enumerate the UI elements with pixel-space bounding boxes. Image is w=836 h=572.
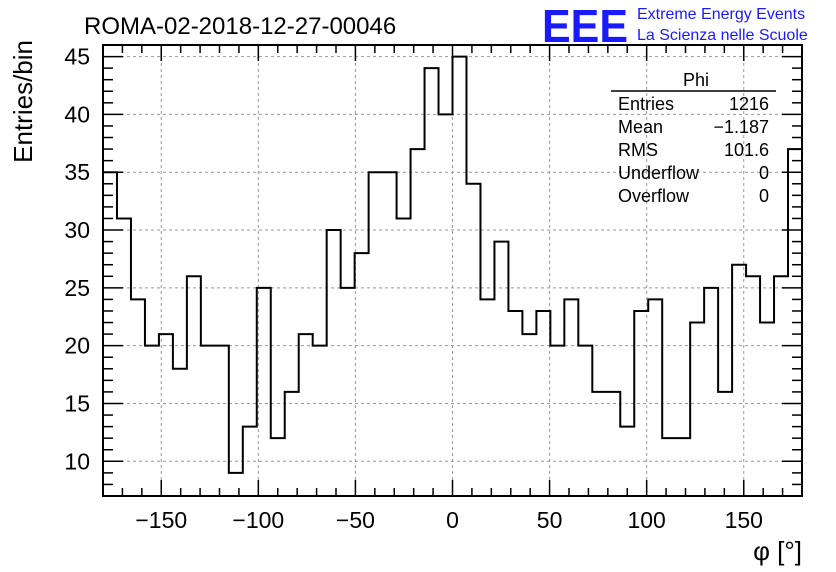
histogram-bin <box>397 218 411 496</box>
histogram-bin <box>439 114 453 496</box>
histogram-bin <box>718 392 732 496</box>
histogram-bin <box>494 242 508 496</box>
x-tick-labels: −150 −100 −50 0 50 100 150 <box>135 507 763 533</box>
x-axis-title: φ [°] <box>753 536 802 566</box>
histogram-bin <box>327 230 341 496</box>
histogram-bin <box>201 346 215 496</box>
histogram-bin <box>131 299 145 496</box>
histogram-bin <box>299 334 313 496</box>
histogram-bin <box>453 57 467 496</box>
histogram-bin <box>676 438 690 496</box>
stats-row-value: −1.187 <box>713 117 769 137</box>
histogram-bin <box>690 323 704 496</box>
histogram-bin <box>774 276 788 496</box>
y-tick-label: 25 <box>64 275 90 301</box>
stats-row-value: 1216 <box>729 94 769 114</box>
histogram-bin <box>425 68 439 496</box>
x-tick-label: 150 <box>725 507 763 533</box>
y-tick-labels: 10 15 20 25 30 35 40 45 <box>64 44 90 475</box>
histogram-bin <box>606 392 620 496</box>
stats-row-value: 101.6 <box>724 140 769 160</box>
eee-logo: EEE Extreme Energy Events La Scienza nel… <box>542 0 808 52</box>
y-tick-label: 35 <box>64 159 90 185</box>
y-tick-label: 40 <box>64 101 90 127</box>
stats-box: Phi Entries 1216 Mean −1.187 RMS 101.6 Underfl… <box>611 70 776 206</box>
histogram-bin <box>508 311 522 496</box>
x-tick-label: 100 <box>627 507 665 533</box>
histogram-bin <box>746 276 760 496</box>
x-tick-label: −150 <box>135 507 187 533</box>
histogram-bin <box>466 184 480 496</box>
histogram-bin <box>145 346 159 496</box>
stats-box-title: Phi <box>683 70 709 90</box>
histogram-bin <box>662 438 676 496</box>
histogram-bin <box>257 288 271 496</box>
histogram-bin <box>117 218 131 496</box>
stats-row-value: 0 <box>759 186 769 206</box>
histogram-outline <box>103 55 802 474</box>
histogram-bin <box>271 438 285 496</box>
eee-logo-line1: Extreme Energy Events <box>637 6 805 23</box>
histogram-bin <box>411 149 425 496</box>
stats-row-value: 0 <box>759 163 769 183</box>
histogram-bars <box>103 55 802 496</box>
histogram-bin <box>285 392 299 496</box>
histogram-bin <box>564 299 578 496</box>
histogram-bin <box>536 311 550 496</box>
histogram-bin <box>620 427 634 496</box>
x-tick-label: 0 <box>446 507 459 533</box>
y-tick-label: 30 <box>64 217 90 243</box>
stats-row-label: RMS <box>618 140 658 160</box>
x-tick-label: 50 <box>537 507 563 533</box>
stats-row-label: Underflow <box>618 163 700 183</box>
histogram-bin <box>159 334 173 496</box>
histogram-bin <box>732 265 746 496</box>
stats-row-label: Mean <box>618 117 663 137</box>
histogram-bin <box>173 369 187 496</box>
y-tick-label: 20 <box>64 333 90 359</box>
chart-title: ROMA-02-2018-12-27-00046 <box>84 13 396 40</box>
histogram-bin <box>187 276 201 496</box>
histogram-bin <box>578 346 592 496</box>
histogram-bin <box>592 392 606 496</box>
histogram-bin <box>480 299 494 496</box>
histogram-bin <box>369 172 383 496</box>
x-tick-label: −50 <box>336 507 375 533</box>
histogram-bin <box>550 346 564 496</box>
histogram-bin <box>355 253 369 496</box>
histogram-bin <box>383 172 397 496</box>
stats-row-label: Overflow <box>618 186 690 206</box>
axes <box>102 44 803 497</box>
histogram-bin <box>229 473 243 496</box>
y-tick-label: 10 <box>64 448 90 474</box>
histogram-bin <box>704 288 718 496</box>
histogram-bin <box>341 288 355 496</box>
y-tick-label: 15 <box>64 390 90 416</box>
histogram-bin <box>760 323 774 496</box>
stats-row-label: Entries <box>618 94 674 114</box>
x-tick-label: −100 <box>232 507 284 533</box>
histogram-bin <box>313 346 327 496</box>
y-tick-label: 45 <box>64 44 90 70</box>
y-axis-title: Entries/bin <box>8 40 38 163</box>
eee-logo-mark: EEE <box>542 0 628 52</box>
eee-logo-line2: La Scienza nelle Scuole <box>637 27 808 44</box>
histogram-bin <box>522 334 536 496</box>
histogram-bin <box>215 346 229 496</box>
histogram-bin <box>634 311 648 496</box>
histogram-bin <box>648 299 662 496</box>
histogram-bin <box>243 427 257 496</box>
